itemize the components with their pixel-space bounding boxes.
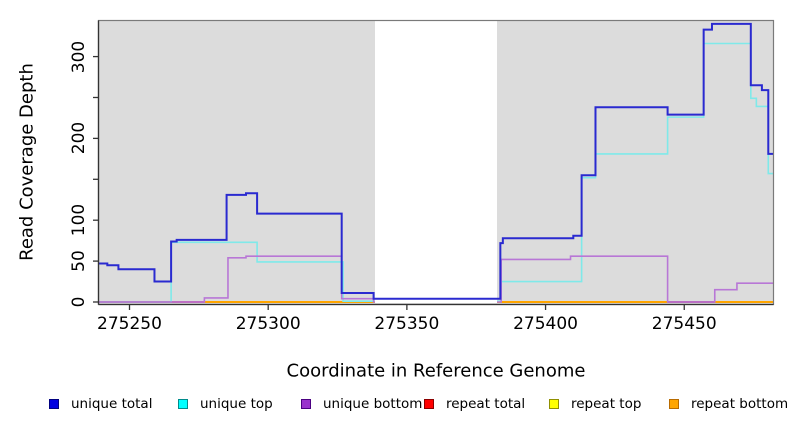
y-tick-label: 0 (69, 296, 89, 308)
y-tick-label: 50 (69, 250, 89, 272)
legend-item-repeat-bottom: repeat bottom (669, 396, 788, 412)
y-axis-title: Read Coverage Depth (16, 63, 38, 261)
legend-label: repeat bottom (691, 396, 789, 412)
x-tick-label: 275250 (97, 314, 162, 334)
legend-swatch-unique-bottom (301, 399, 311, 409)
y-tick-label: 300 (69, 40, 89, 73)
x-axis-title: Coordinate in Reference Genome (286, 360, 586, 382)
legend-item-unique-bottom: unique bottom (301, 396, 422, 412)
x-tick-label: 275300 (235, 314, 301, 334)
legend-label: unique total (71, 396, 153, 412)
legend-item-unique-top: unique top (178, 396, 273, 412)
legend-label: repeat top (571, 396, 642, 412)
legend-swatch-repeat-top (549, 399, 559, 409)
y-tick-label: 100 (69, 203, 89, 237)
legend-label: unique bottom (323, 396, 423, 412)
x-tick-label: 275400 (513, 314, 578, 334)
legend-item-unique-total: unique total (49, 396, 152, 412)
masked-region (374, 21, 498, 303)
legend-swatch-repeat-total (424, 399, 434, 409)
x-tick-label: 275450 (651, 314, 717, 334)
x-tick-label: 275350 (374, 314, 440, 334)
legend-swatch-unique-top (178, 399, 188, 409)
legend-swatch-repeat-bottom (669, 399, 679, 409)
y-tick-label: 200 (69, 122, 89, 155)
series-unique-total (99, 22, 773, 300)
legend-item-repeat-total: repeat total (424, 396, 525, 412)
legend-swatch-unique-total (49, 399, 59, 409)
legend-item-repeat-top: repeat top (549, 396, 641, 412)
legend-label: unique top (200, 396, 273, 412)
legend-label: repeat total (446, 396, 526, 412)
